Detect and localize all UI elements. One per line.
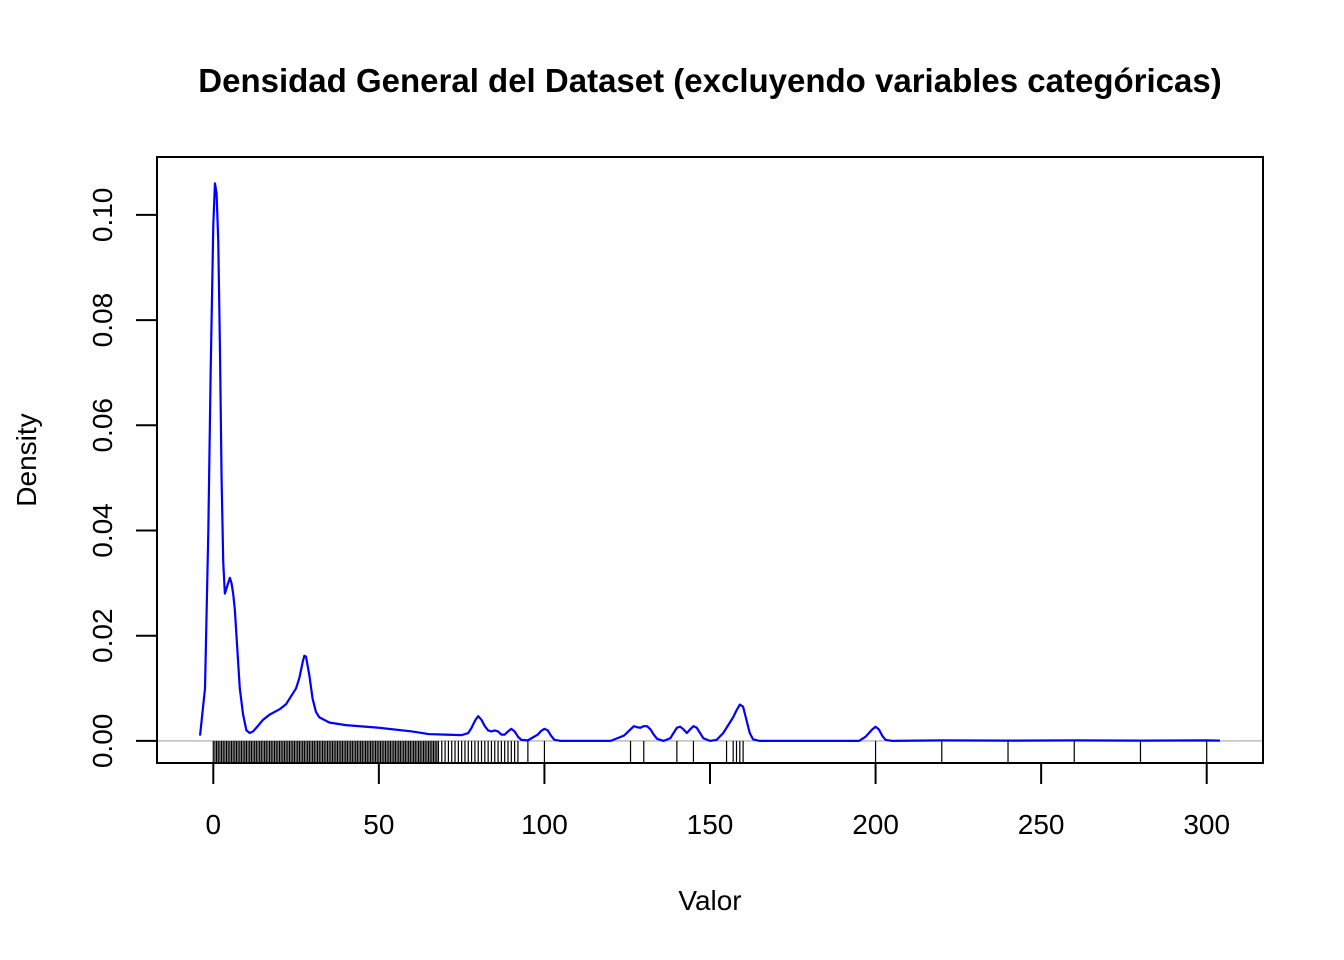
x-tick-label: 0 [206,809,222,840]
density-line [198,182,1220,743]
y-tick-label: 0.02 [87,608,118,663]
y-tick-label: 0.08 [87,293,118,348]
x-axis: 0 50 100 150 200 250 300 [206,762,1230,840]
y-axis-label: Density [11,413,42,506]
y-axis: 0.00 0.02 0.04 0.06 0.08 0.10 [87,188,158,769]
x-tick-label: 150 [687,809,734,840]
y-tick-label: 0.10 [87,188,118,243]
y-tick-label: 0.06 [87,398,118,453]
x-tick-label: 50 [363,809,394,840]
x-tick-label: 200 [852,809,899,840]
x-tick-label: 100 [521,809,568,840]
plot-frame [156,156,1264,764]
chart-title: Densidad General del Dataset (excluyendo… [198,62,1221,99]
x-axis-label: Valor [678,885,741,916]
rug-marks [212,740,1208,763]
y-tick-label: 0.04 [87,503,118,558]
y-tick-label: 0.00 [87,714,118,769]
x-tick-label: 250 [1018,809,1065,840]
x-tick-label: 300 [1183,809,1230,840]
